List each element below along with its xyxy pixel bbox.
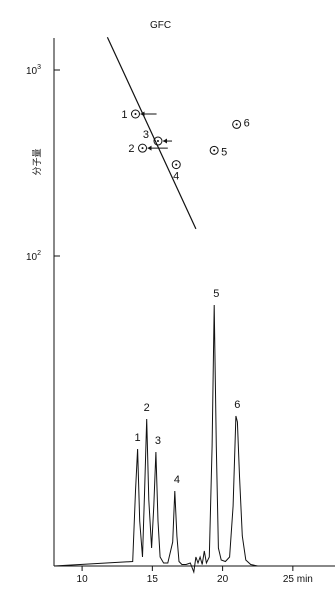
- y-tick-label-100: 102: [26, 250, 41, 263]
- calibration-point-center: [156, 140, 159, 143]
- y-tick-label-1000-exp: 3: [37, 64, 41, 71]
- calibration-point-4: [171, 160, 181, 170]
- peak-label-6: 6: [234, 399, 240, 411]
- peak-label-5: 5: [213, 288, 219, 300]
- gfc-calibration-label: GFC: [150, 20, 171, 31]
- y-tick-label-100-base: 10: [26, 252, 38, 263]
- y-tick-label-100-exp: 2: [37, 250, 41, 257]
- calibration-point-label-4: 4: [173, 171, 179, 183]
- x-tick-label: 25 min: [283, 574, 313, 585]
- y-tick-label-1000: 103: [26, 64, 41, 77]
- x-tick-label: 10: [77, 574, 89, 585]
- peak-label-3: 3: [155, 435, 161, 447]
- peak-label-2: 2: [144, 402, 150, 414]
- calibration-point-center: [175, 163, 178, 166]
- chromatogram-trace: [53, 304, 335, 574]
- calibration-point-2: [138, 143, 148, 153]
- calibration-point-label-2: 2: [128, 143, 134, 155]
- peak-label-4: 4: [174, 474, 180, 486]
- y-tick-label-1000-base: 10: [26, 66, 38, 77]
- calibration-arrowhead: [140, 111, 145, 117]
- calibration-point-1: [130, 109, 140, 119]
- calibration-point-6: [232, 119, 242, 129]
- calibration-point-center: [141, 147, 144, 150]
- y-axis-label: 分子量: [32, 148, 43, 175]
- calibration-arrowhead: [162, 138, 167, 144]
- x-tick-label: 15: [147, 574, 159, 585]
- calibration-point-5: [209, 145, 219, 155]
- x-tick-label: 20: [217, 574, 229, 585]
- calibration-point-3: [153, 136, 163, 146]
- x-ticks-group: 10 15 20 25 min: [77, 566, 313, 585]
- calibration-point-label-5: 5: [221, 146, 227, 158]
- calibration-point-label-1: 1: [121, 109, 127, 121]
- peak-label-1: 1: [135, 432, 141, 444]
- calibration-point-center: [134, 113, 137, 116]
- calibration-arrowhead: [147, 145, 152, 151]
- peak-labels-group: 1 2 3 4 5 6: [135, 288, 241, 486]
- gfc-calibration-line: [106, 36, 197, 230]
- calibration-point-center: [235, 123, 238, 126]
- calibration-point-label-6: 6: [244, 117, 250, 129]
- calibration-point-center: [213, 149, 216, 152]
- calibration-point-label-3: 3: [143, 129, 149, 141]
